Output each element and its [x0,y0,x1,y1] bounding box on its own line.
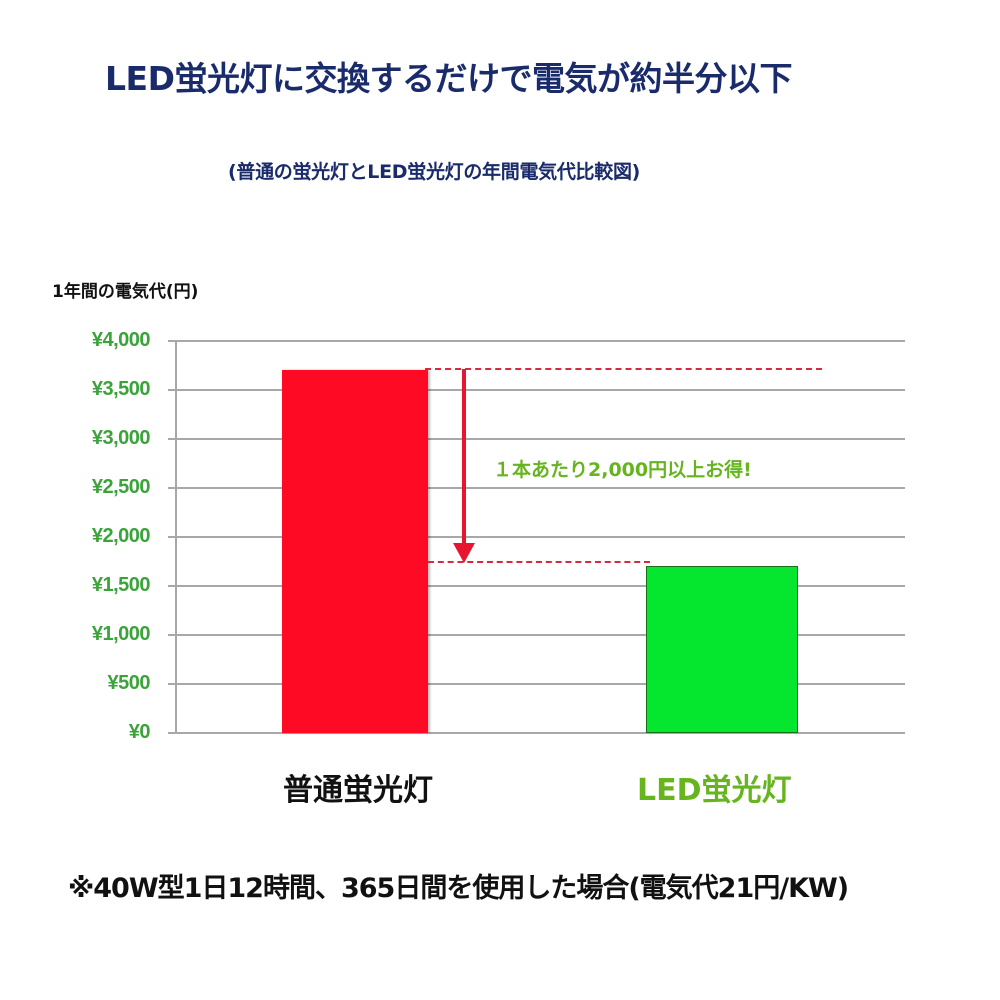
gridline-1000 [168,634,905,636]
gridline-1500 [168,585,905,587]
savings-arrow-shaft [462,369,466,555]
y-axis-label: 1年間の電気代(円) [52,282,199,302]
savings-callout: １本あたり2,000円以上お得! [493,459,752,481]
y-axis-line [175,340,177,734]
gridline-0 [168,732,905,734]
gridline-500 [168,683,905,685]
y-tick-label: ¥0 [128,721,151,743]
y-tick-label: ¥3,500 [91,378,151,400]
y-tick-label: ¥2,500 [91,476,151,498]
y-tick-label: ¥1,500 [91,574,151,596]
reference-line-led [428,561,650,563]
gridline-2500 [168,487,905,489]
gridline-3500 [168,389,905,391]
chart-subtitle: (普通の蛍光灯とLED蛍光灯の年間電気代比較図) [228,161,641,183]
gridline-3000 [168,438,905,440]
gridline-2000 [168,536,905,538]
y-tick-label: ¥4,000 [91,329,151,351]
footnote: ※40W型1日12時間、365日間を使用した場合(電気代21円/KW) [68,873,849,904]
y-tick-label: ¥3,000 [91,427,151,449]
gridline-4000 [168,340,905,342]
reference-line-normal [425,368,822,370]
arrow-down-icon [453,543,475,563]
y-tick-label: ¥2,000 [91,525,151,547]
chart-title: LED蛍光灯に交換するだけで電気が約半分以下 [105,59,792,98]
y-tick-label: ¥500 [107,672,151,694]
category-label-normal: 普通蛍光灯 [283,773,433,808]
bar-normal-fluorescent [282,370,428,733]
category-label-led: LED蛍光灯 [637,773,792,808]
y-tick-label: ¥1,000 [91,623,151,645]
bar-led-fluorescent [646,566,798,733]
